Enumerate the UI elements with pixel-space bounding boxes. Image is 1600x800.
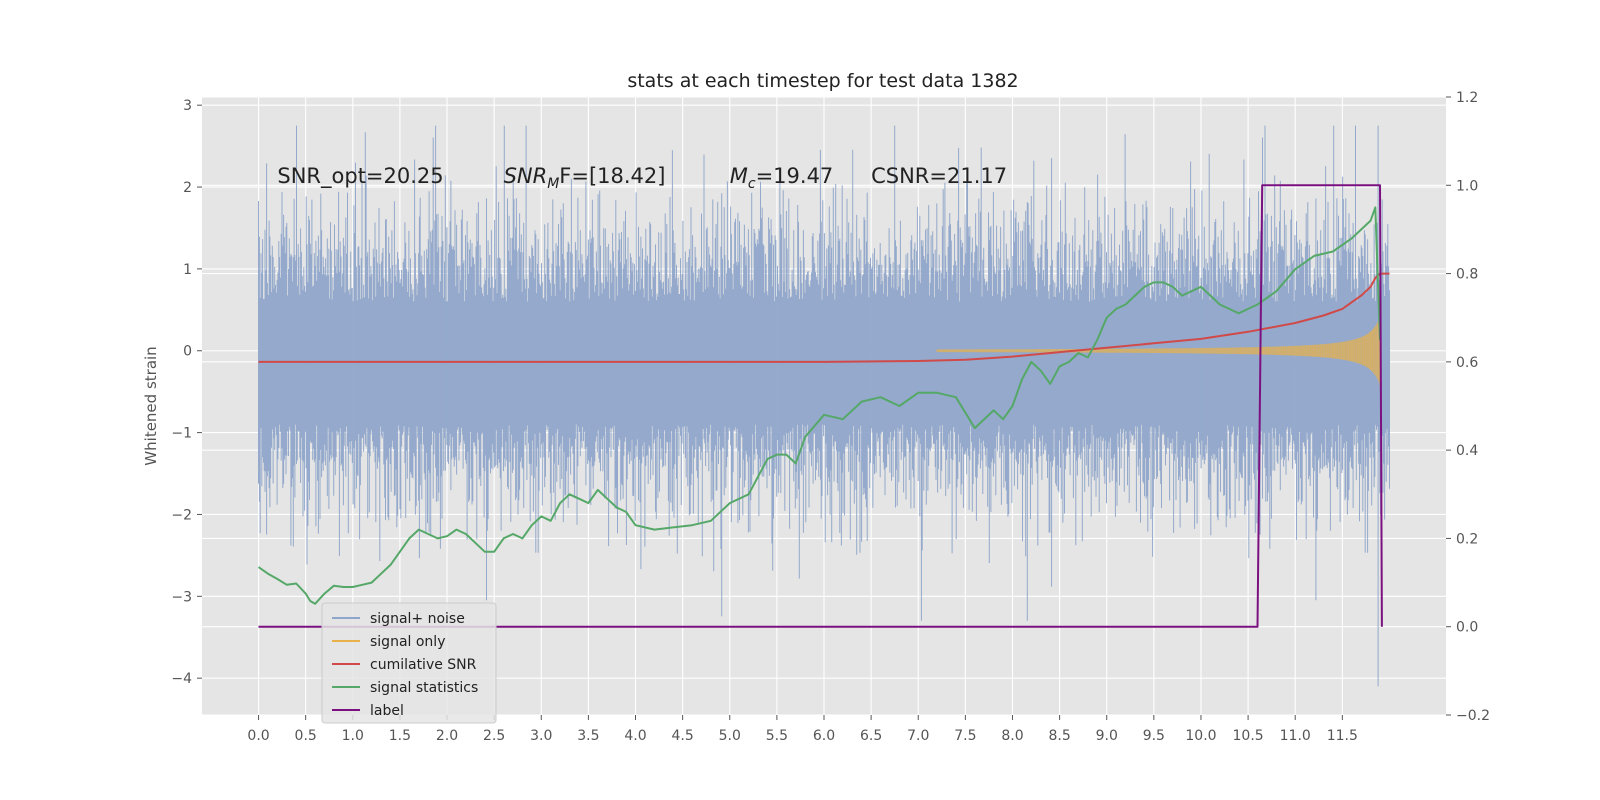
legend-label: cumilative SNR (370, 657, 477, 673)
legend-label: signal statistics (370, 680, 478, 696)
x-tick-label: 8.5 (1048, 728, 1070, 744)
annotation-text: CSNR=21.17 (871, 164, 1007, 188)
series-signal-only (936, 316, 1381, 386)
x-tick-label: 11.5 (1327, 728, 1358, 744)
x-tick-label: 2.0 (436, 728, 458, 744)
x-tick-label: 9.0 (1096, 728, 1118, 744)
y2-tick-label: 0.6 (1456, 355, 1478, 371)
x-tick-label: 10.0 (1185, 728, 1216, 744)
x-tick-label: 4.0 (624, 728, 646, 744)
x-tick-label: 6.0 (813, 728, 835, 744)
x-tick-label: 9.5 (1143, 728, 1165, 744)
y-tick-label: −3 (171, 589, 192, 605)
y2-tick-label: 1.0 (1456, 178, 1478, 194)
x-tick-label: 5.0 (719, 728, 741, 744)
y-tick-label: 3 (183, 98, 192, 114)
y-tick-label: −4 (171, 671, 192, 687)
x-tick-label: 0.5 (295, 728, 317, 744)
x-tick-label: 0.0 (247, 728, 269, 744)
x-tick-label: 11.0 (1280, 728, 1311, 744)
x-tick-label: 2.5 (483, 728, 505, 744)
x-tick-label: 6.5 (860, 728, 882, 744)
annotation-text: SNR_opt=20.25 (277, 164, 443, 189)
y-tick-label: −2 (171, 507, 192, 523)
x-tick-label: 7.0 (907, 728, 929, 744)
x-tick-label: 7.5 (954, 728, 976, 744)
x-tick-label: 5.5 (766, 728, 788, 744)
y-tick-label: 0 (183, 344, 192, 360)
series-layer (257, 125, 1390, 687)
legend-label: signal only (370, 634, 445, 650)
y2-axis-ticks: 1.2 1.0 0.8 0.6 0.4 0.2 0.0 −0.2 (1446, 90, 1490, 724)
x-axis-ticks: 0.0 0.5 1.0 1.5 2.0 2.5 3.0 3.5 4.0 4.5 5.0 5.5 6.0 6… (247, 715, 1358, 744)
x-tick-label: 1.0 (342, 728, 364, 744)
y-tick-label: −1 (171, 426, 192, 442)
series-signal-statistics (257, 206, 1381, 605)
y2-tick-label: 0.8 (1456, 267, 1478, 283)
y2-tick-label: −0.2 (1456, 708, 1490, 724)
legend-label: signal+ noise (370, 611, 465, 627)
y2-tick-label: 0.4 (1456, 443, 1478, 459)
series-cumulative-snr (258, 272, 1390, 363)
x-tick-label: 3.0 (530, 728, 552, 744)
series-label (258, 184, 1383, 628)
y-tick-label: 2 (183, 180, 192, 196)
legend: signal+ noise signal only cumilative SNR si… (321, 602, 497, 724)
x-tick-label: 4.5 (672, 728, 694, 744)
annotation-text: SNRMF=[18.42] (504, 164, 666, 192)
legend-label: label (370, 703, 404, 719)
annotation-text: Mc=19.47 (730, 164, 834, 192)
x-tick-label: 8.0 (1001, 728, 1023, 744)
y-axis-ticks: 3 2 1 0 −1 −2 −3 −4 (171, 98, 202, 687)
y2-tick-label: 1.2 (1456, 90, 1478, 106)
x-tick-label: 3.5 (577, 728, 599, 744)
x-tick-label: 1.5 (389, 728, 411, 744)
x-tick-label: 10.5 (1233, 728, 1264, 744)
y-tick-label: 1 (183, 262, 192, 278)
legend-box (321, 602, 497, 724)
y-axis-label: Whitened strain (142, 346, 160, 465)
chart-title: stats at each timestep for test data 138… (627, 70, 1018, 92)
y2-tick-label: 0.2 (1456, 531, 1478, 547)
annotations: SNR_opt=20.25 SNRMF=[18.42] Mc=19.47 CSNR=2… (277, 164, 1007, 192)
y2-tick-label: 0.0 (1456, 620, 1478, 636)
